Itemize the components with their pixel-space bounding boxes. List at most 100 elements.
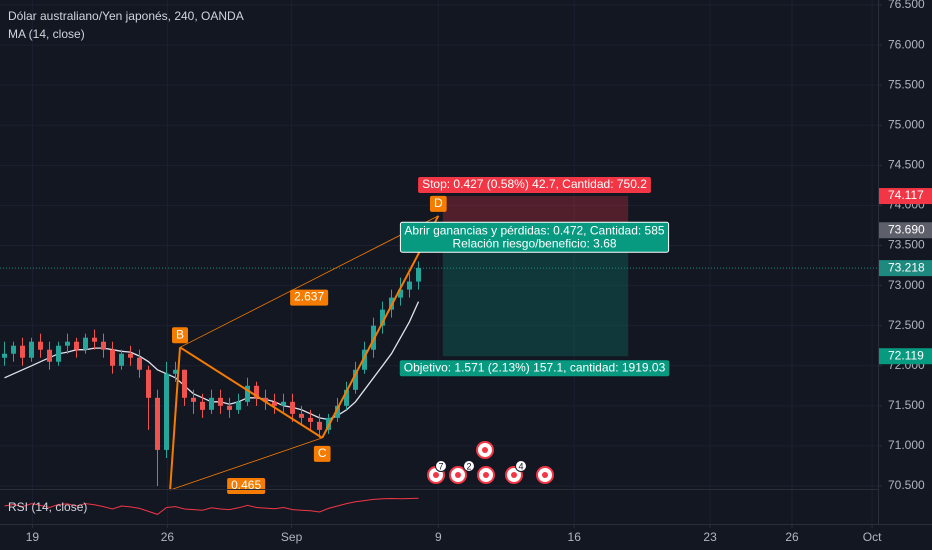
candle-body xyxy=(146,369,151,398)
pattern-point-label-bg xyxy=(171,327,189,344)
event-marker-dot xyxy=(511,472,517,478)
event-badge xyxy=(515,460,527,472)
x-tick-label: Sep xyxy=(281,530,303,544)
candle-body xyxy=(290,401,295,414)
candle-body xyxy=(101,341,106,350)
candle-body xyxy=(353,369,358,390)
y-tick-label: 71.000 xyxy=(888,438,925,452)
candle-body xyxy=(164,373,169,450)
candle-body xyxy=(416,267,421,282)
candle-body xyxy=(191,397,196,402)
pattern-point-label: B xyxy=(176,327,184,341)
pattern-guide xyxy=(179,215,439,348)
pattern-point-label: D xyxy=(434,196,443,210)
price-tag-bg xyxy=(879,188,932,205)
chart-title: Dólar australiano/Yen japonés, 240, OAND… xyxy=(8,9,244,23)
candle-body xyxy=(65,341,70,346)
stop-label: Stop: 0.427 (0.58%) 42.7, Cantidad: 750.… xyxy=(422,177,647,191)
candle-body xyxy=(137,357,142,370)
y-tick-label: 75.500 xyxy=(888,77,925,91)
candle-body xyxy=(2,353,7,358)
indicator-label: MA (14, close) xyxy=(8,27,85,41)
candle-body xyxy=(128,353,133,358)
grid xyxy=(0,0,878,524)
x-tick-label: 19 xyxy=(26,530,40,544)
event-marker-dot xyxy=(455,472,461,478)
price-tag: 72.119 xyxy=(888,348,924,362)
candle-body xyxy=(209,397,214,410)
rsi-line xyxy=(4,497,419,515)
candle-body xyxy=(20,345,25,358)
event-count: 4 xyxy=(518,461,523,471)
x-tick-label: 23 xyxy=(703,530,717,544)
pattern-leg xyxy=(169,347,181,491)
y-tick-label: 75.000 xyxy=(888,117,925,131)
candle-body xyxy=(74,341,79,350)
candle-body xyxy=(110,349,115,366)
candle-body xyxy=(308,417,313,422)
candle-body xyxy=(218,397,223,406)
target-label: Objetivo: 1.571 (2.13%) 157.1, cantidad:… xyxy=(404,360,666,374)
entry-label: Relación riesgo/beneficio: 3.68 xyxy=(452,236,616,250)
event-marker-dot xyxy=(483,472,489,478)
price-tag-bg xyxy=(879,348,932,365)
candle-body xyxy=(47,349,52,362)
x-tick-label: 26 xyxy=(785,530,799,544)
event-marker-dot xyxy=(542,472,548,478)
overlay: Dólar australiano/Yen japonés, 240, OAND… xyxy=(8,9,554,514)
candle-body xyxy=(263,397,268,402)
pattern-ratio: 0.465 xyxy=(231,478,261,492)
pattern-leg xyxy=(179,346,323,439)
candle-body xyxy=(335,405,340,418)
candle-body xyxy=(236,401,241,410)
candle-body xyxy=(38,341,43,350)
y-tick-label: 76.000 xyxy=(888,37,925,51)
y-tick-label: 71.500 xyxy=(888,398,925,412)
candle-body xyxy=(227,405,232,410)
candle-body xyxy=(407,281,412,290)
pattern-guide xyxy=(169,437,323,491)
pattern-leg xyxy=(321,215,440,439)
price-tag-bg xyxy=(879,260,932,277)
x-tick-label: 26 xyxy=(161,530,175,544)
x-tick-label: 16 xyxy=(568,530,582,544)
candle-body xyxy=(380,309,385,326)
y-tick-label: 76.500 xyxy=(888,0,925,11)
candle-body xyxy=(92,337,97,342)
rsi-panel xyxy=(0,489,878,515)
pattern-point-label: C xyxy=(318,446,327,460)
price-tag: 73.690 xyxy=(888,222,925,236)
candle-body xyxy=(83,337,88,350)
candle-body xyxy=(173,369,178,374)
event-badge xyxy=(463,460,475,472)
candle-body xyxy=(272,401,277,406)
candle-body xyxy=(29,341,34,358)
event-count: 7 xyxy=(438,461,443,471)
y-tick-label: 74.500 xyxy=(888,158,925,172)
y-tick-label: 73.000 xyxy=(888,278,925,292)
x-tick-label: Oct xyxy=(863,530,882,544)
stop-label-bg xyxy=(418,177,651,194)
price-tag-bg xyxy=(879,222,932,239)
pattern-ratio-bg xyxy=(290,289,329,306)
event-badge xyxy=(435,460,447,472)
y-tick-label: 70.500 xyxy=(888,478,925,492)
pattern-point-label-bg xyxy=(429,195,447,212)
candle-body xyxy=(56,345,61,362)
target-label-bg xyxy=(399,360,670,377)
pattern-point-label-bg xyxy=(313,445,331,462)
candle-body xyxy=(155,397,160,450)
y-tick-label: 72.500 xyxy=(888,318,925,332)
x-tick-label: 9 xyxy=(435,530,442,544)
candle-body xyxy=(299,413,304,418)
price-tag: 73.218 xyxy=(888,260,925,274)
candle-body xyxy=(254,385,259,398)
candle-body xyxy=(281,401,286,406)
candle-body xyxy=(245,385,250,402)
candle-body xyxy=(317,421,322,430)
event-count: 2 xyxy=(466,461,471,471)
